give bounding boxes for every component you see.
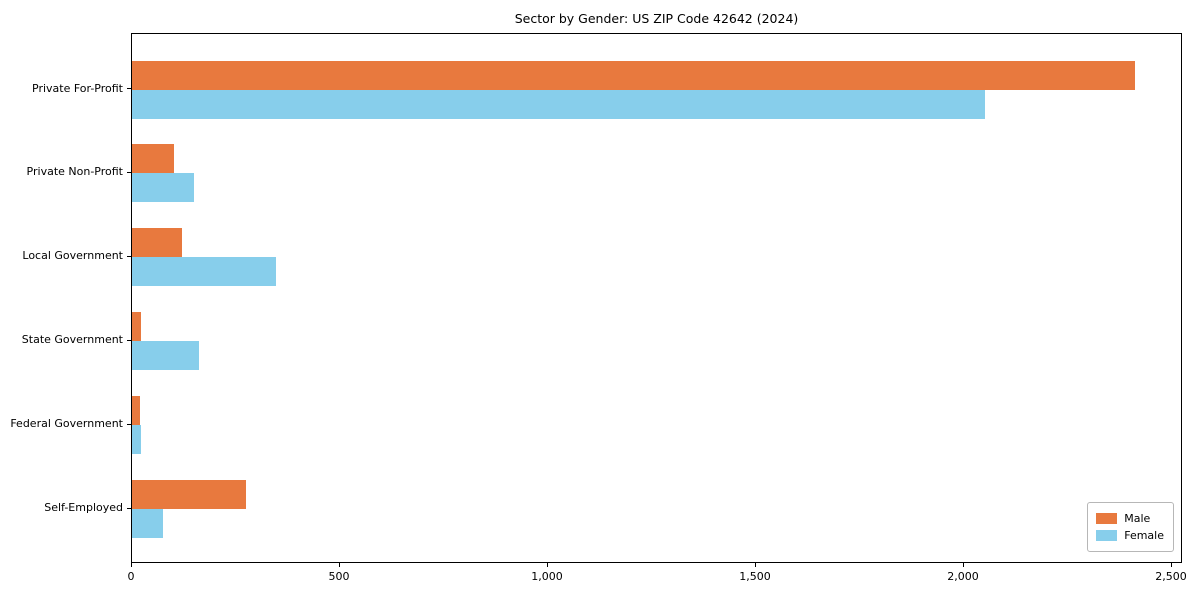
y-tick (127, 339, 131, 341)
legend-swatch-female (1096, 530, 1118, 541)
x-tick (546, 563, 548, 567)
x-tick-label: 2,500 (1155, 570, 1187, 583)
bar-male-5 (132, 480, 247, 509)
y-tick (127, 88, 131, 90)
legend-label: Male (1124, 512, 1151, 525)
bar-female-0 (132, 89, 985, 119)
bar-female-3 (132, 341, 199, 371)
legend: Male Female (1087, 502, 1174, 552)
y-tick (127, 255, 131, 258)
x-tick-label: 500 (328, 570, 350, 583)
legend-item-male: Male (1096, 511, 1164, 526)
bar-female-2 (132, 257, 276, 287)
y-tick-label: Private Non-Profit (26, 165, 123, 179)
legend-item-female: Female (1096, 528, 1164, 543)
x-tick-label: 0 (127, 570, 135, 583)
x-tick-label: 1,000 (531, 570, 563, 583)
legend-swatch-male (1096, 513, 1118, 524)
x-tick-label: 1,500 (739, 570, 771, 583)
y-tick-label: Self-Employed (44, 501, 123, 514)
x-tick (962, 563, 964, 567)
bar-male-0 (132, 60, 1135, 90)
bar-male-2 (132, 228, 182, 258)
bar-female-4 (132, 425, 142, 455)
y-tick-label: Private For-Profit (32, 81, 123, 95)
y-tick-label: State Government (21, 333, 123, 347)
plot-area: Male Female (131, 33, 1182, 563)
y-tick (127, 171, 131, 174)
x-tick-label: 2,000 (947, 570, 979, 583)
x-tick (130, 563, 132, 567)
legend-label: Female (1124, 529, 1164, 542)
y-tick-label: Local Government (22, 249, 123, 263)
bar-female-1 (132, 173, 194, 203)
bar-female-5 (132, 509, 164, 538)
x-tick (754, 563, 756, 567)
y-tick (127, 423, 131, 425)
y-tick-label: Federal Government (10, 417, 123, 431)
y-tick (127, 507, 131, 509)
bar-male-3 (132, 312, 142, 342)
x-tick (338, 563, 340, 567)
bar-male-1 (132, 144, 174, 174)
x-tick (1170, 563, 1172, 567)
chart-title: Sector by Gender: US ZIP Code 42642 (202… (514, 11, 799, 26)
bar-male-4 (132, 396, 140, 426)
